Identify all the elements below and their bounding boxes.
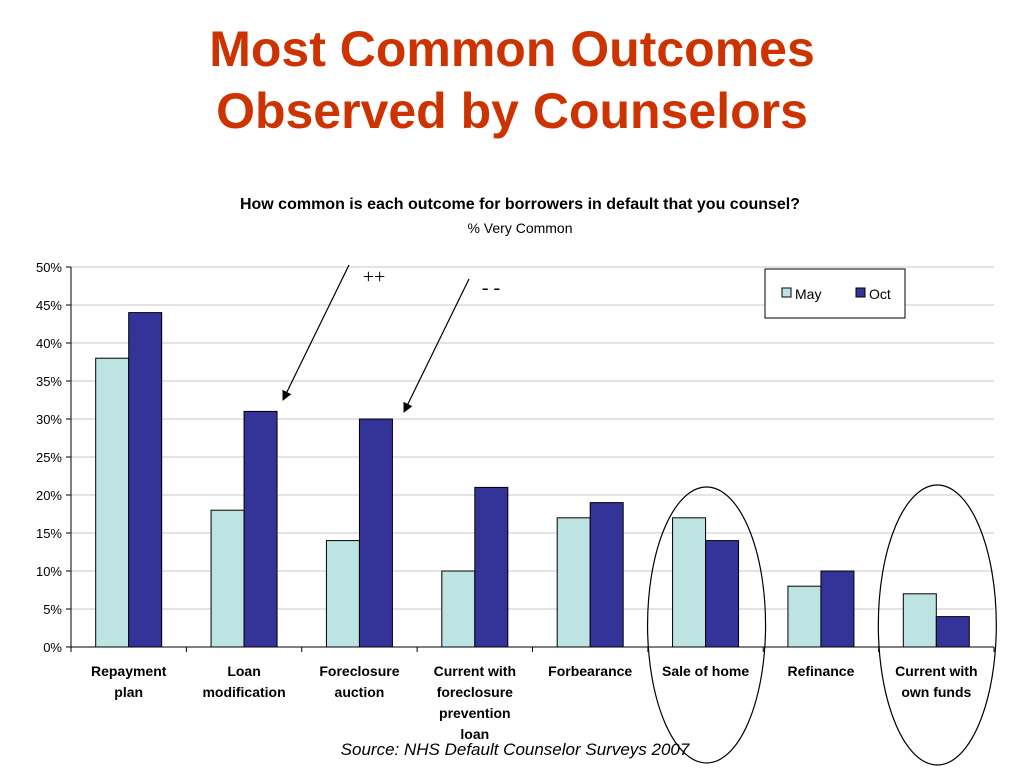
category-label-line: own funds (901, 684, 971, 700)
category-label: Loan modification (202, 663, 285, 700)
category-label-line: foreclosure (437, 684, 513, 700)
y-tick-label: 25% (36, 450, 62, 465)
highlight-ellipse (877, 484, 997, 766)
bar-oct (820, 570, 855, 648)
bar-may (95, 357, 130, 648)
bar-oct (705, 540, 740, 648)
bar-may (210, 509, 245, 648)
y-tick-label: 15% (36, 526, 62, 541)
category-label: Refinance (787, 663, 854, 679)
chart-title: How common is each outcome for borrowers… (239, 196, 801, 213)
annotation-arrow (403, 278, 470, 413)
bar-may (325, 540, 360, 648)
y-tick-label: 20% (36, 488, 62, 503)
y-tick-label: 10% (36, 564, 62, 579)
category-label-line: modification (202, 684, 285, 700)
legend-label-oct: Oct (869, 286, 891, 302)
category-label: Current with foreclosure prevention loan (434, 663, 516, 742)
bar-oct (243, 410, 278, 648)
y-tick-label: 0% (43, 640, 62, 655)
bar-may (556, 517, 591, 648)
category-label-line: Repayment (91, 663, 167, 679)
legend-swatch-oct (855, 287, 866, 298)
category-label-line: Current with (434, 663, 516, 679)
bar-oct (474, 486, 509, 648)
legend-swatch-may (781, 287, 792, 298)
bar-oct (358, 418, 393, 648)
category-label-line: Current with (895, 663, 977, 679)
category-label-line: Forbearance (548, 663, 632, 679)
category-label-line: plan (114, 684, 143, 700)
annotation-text: - - (482, 277, 500, 299)
category-label-line: prevention (439, 705, 511, 721)
category-label: Current with own funds (895, 663, 977, 700)
source-note: Source: NHS Default Counselor Surveys 20… (340, 740, 690, 759)
chart-subtitle: % Very Common (467, 220, 573, 236)
y-tick-label: 5% (43, 602, 62, 617)
bar-oct (589, 502, 624, 648)
category-label: Foreclosure auction (319, 663, 399, 700)
annotation-arrow (282, 264, 350, 401)
category-label-line: auction (335, 684, 385, 700)
category-label: Forbearance (548, 663, 632, 679)
y-tick-label: 30% (36, 412, 62, 427)
slide-title-line-1: Most Common Outcomes (209, 21, 815, 77)
bar-oct (128, 312, 163, 648)
bar-may (787, 585, 822, 648)
y-tick-label: 50% (36, 260, 62, 275)
y-tick-label: 35% (36, 374, 62, 389)
bar-may (441, 570, 476, 648)
y-tick-label: 45% (36, 298, 62, 313)
category-label-line: Sale of home (662, 663, 749, 679)
category-label-line: loan (460, 726, 489, 742)
highlight-ellipse (646, 486, 767, 764)
y-tick-label: 40% (36, 336, 62, 351)
annotation-text: ++ (363, 266, 386, 288)
legend-label-may: May (795, 286, 821, 302)
bar-may (672, 517, 707, 648)
category-label-line: Foreclosure (319, 663, 399, 679)
slide-title: Most Common Outcomes Observed by Counsel… (0, 18, 1024, 142)
bar-oct (935, 616, 970, 648)
category-label: Repayment plan (91, 663, 167, 700)
slide-title-line-2: Observed by Counselors (216, 83, 808, 139)
bar-may (902, 593, 937, 648)
category-label-line: Loan (227, 663, 260, 679)
category-label-line: Refinance (787, 663, 854, 679)
category-label: Sale of home (662, 663, 749, 679)
